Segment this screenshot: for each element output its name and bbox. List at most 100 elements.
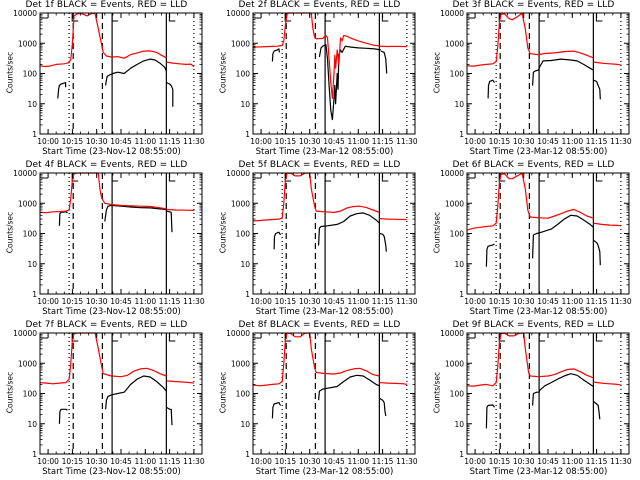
series-line-events <box>318 212 380 246</box>
series-line-events <box>273 231 282 250</box>
x-axis-label: Start Time (23-Mar-12 08:55:00) <box>255 147 394 157</box>
y-tick-label: 1000 <box>445 359 464 368</box>
x-tick-label: 10:00 <box>37 137 59 146</box>
y-tick-label: 10000 <box>440 169 464 178</box>
x-tick-label: 11:15 <box>586 457 608 466</box>
y-tick-label: 1 <box>32 290 37 299</box>
series-line-lld <box>252 332 380 387</box>
x-tick-label: 11:15 <box>159 457 181 466</box>
series-line-lld <box>466 12 594 67</box>
panel-title: Det 7f BLACK = Events, RED = LLD <box>25 320 188 330</box>
x-tick-label: 10:15 <box>62 457 84 466</box>
x-tick-label: 10:15 <box>489 297 511 306</box>
y-tick-label: 1000 <box>445 39 464 48</box>
series-line-events <box>271 402 282 419</box>
x-tick-label: 10:45 <box>323 457 345 466</box>
x-tick-label: 10:15 <box>275 457 297 466</box>
x-tick-label: 10:15 <box>275 137 297 146</box>
y-tick-label: 10000 <box>226 9 250 18</box>
x-axis-label: Start Time (23-Mar-12 08:55:00) <box>255 467 394 477</box>
y-tick-label: 1000 <box>18 359 37 368</box>
bracket-mark <box>111 174 119 182</box>
plot-frame <box>466 172 630 295</box>
y-tick-label: 10000 <box>226 169 250 178</box>
y-axis-label: Counts/sec <box>432 371 442 414</box>
detector-panel: 1 10 100 1000 10000 10:00 10:15 10:30 10:45 11:00… <box>427 0 640 160</box>
series-line-events <box>58 211 68 226</box>
y-tick-label: 10 <box>454 100 464 109</box>
series-line-lld <box>593 222 621 227</box>
y-tick-label: 1000 <box>231 39 250 48</box>
y-tick-label: 100 <box>450 390 465 399</box>
x-tick-label: 10:45 <box>110 457 132 466</box>
x-axis-label: Start Time (23-Nov-12 08:55:00) <box>42 467 181 477</box>
panel-title: Det 6f BLACK = Events, RED = LLD <box>452 160 615 170</box>
y-tick-label: 1000 <box>18 199 37 208</box>
series-line-events <box>105 58 167 86</box>
x-tick-label: 10:30 <box>299 297 321 306</box>
bracket-mark <box>595 174 603 182</box>
bracket-mark <box>168 14 176 22</box>
y-tick-label: 10 <box>240 260 250 269</box>
y-tick-label: 1000 <box>18 39 37 48</box>
x-tick-label: 11:00 <box>134 137 156 146</box>
x-tick-label: 10:15 <box>275 297 297 306</box>
series-line-events <box>318 44 382 121</box>
y-tick-label: 1 <box>459 130 464 139</box>
y-tick-label: 100 <box>23 390 38 399</box>
x-tick-label: 11:00 <box>347 137 369 146</box>
detector-panel: 1 10 100 1000 10000 10:00 10:15 10:30 10:45 11:00… <box>213 320 426 480</box>
x-tick-label: 10:00 <box>250 137 272 146</box>
x-tick-label: 11:00 <box>561 457 583 466</box>
x-tick-label: 10:45 <box>323 137 345 146</box>
x-tick-label: 10:45 <box>323 297 345 306</box>
y-tick-label: 1000 <box>231 199 250 208</box>
y-tick-label: 10 <box>240 100 250 109</box>
plot-frame <box>252 332 416 455</box>
series-line-events <box>379 397 387 417</box>
chart-svg: 1 10 100 1000 10000 10:00 10:15 10:30 10:45 11:00… <box>440 169 632 306</box>
bracket-mark <box>538 14 546 22</box>
bracket-mark <box>538 174 546 182</box>
y-tick-label: 1 <box>245 290 250 299</box>
y-tick-label: 10000 <box>13 9 37 18</box>
y-axis-label: Counts/sec <box>432 211 442 254</box>
bracket-mark <box>111 14 119 22</box>
y-tick-label: 10 <box>27 260 37 269</box>
x-tick-label: 11:30 <box>396 137 418 146</box>
series-line-events <box>379 232 387 252</box>
x-tick-label: 10:45 <box>537 297 559 306</box>
x-tick-label: 10:30 <box>299 457 321 466</box>
x-tick-label: 10:45 <box>537 457 559 466</box>
y-axis-label: Counts/sec <box>432 51 442 94</box>
series-line-events <box>532 373 594 406</box>
y-tick-label: 1 <box>459 290 464 299</box>
series-line-events <box>485 243 495 267</box>
x-tick-label: 10:45 <box>110 137 132 146</box>
bracket-mark <box>168 174 176 182</box>
x-tick-label: 10:30 <box>86 297 108 306</box>
series-line-events <box>166 406 173 426</box>
y-tick-label: 1000 <box>445 199 464 208</box>
x-tick-label: 11:30 <box>183 137 205 146</box>
y-axis-label: Counts/sec <box>5 51 15 94</box>
x-tick-label: 10:45 <box>537 137 559 146</box>
y-axis-label: Counts/sec <box>218 211 228 254</box>
x-tick-label: 11:30 <box>183 297 205 306</box>
x-tick-label: 10:30 <box>299 137 321 146</box>
y-tick-label: 10000 <box>440 329 464 338</box>
series-line-lld <box>466 332 594 387</box>
series-line-events <box>532 58 594 86</box>
panel-title: Det 2f BLACK = Events, RED = LLD <box>238 0 401 10</box>
y-tick-label: 1 <box>32 130 37 139</box>
y-tick-label: 1 <box>245 450 250 459</box>
panel-title: Det 4f BLACK = Events, RED = LLD <box>25 160 188 170</box>
chart-svg: 1 10 100 1000 10000 10:00 10:15 10:30 10:45 11:00… <box>13 9 205 146</box>
chart-svg: 1 10 100 1000 10000 10:00 10:15 10:30 10:45 11:00… <box>226 169 418 306</box>
chart-svg: 1 10 100 1000 10000 10:00 10:15 10:30 10:45 11:00… <box>226 9 418 146</box>
x-tick-label: 11:00 <box>561 297 583 306</box>
x-tick-label: 10:00 <box>37 297 59 306</box>
x-tick-label: 11:00 <box>561 137 583 146</box>
bracket-mark <box>595 334 603 342</box>
series-line-events <box>485 404 495 429</box>
